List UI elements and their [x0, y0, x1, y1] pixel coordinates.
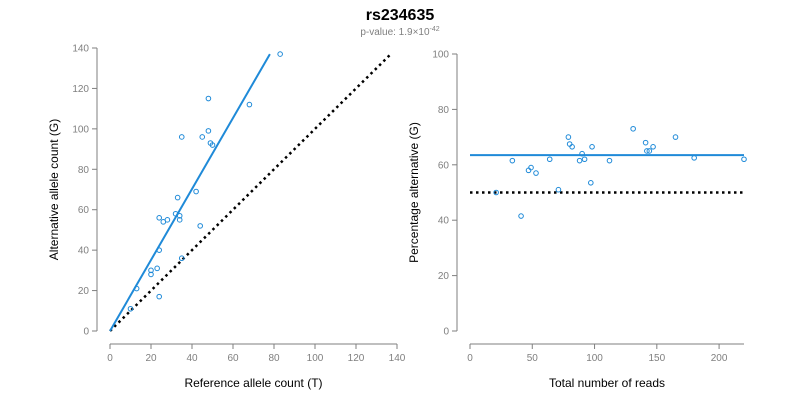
- left-data-point: [205, 95, 212, 102]
- left-y-tick-label: 100: [72, 124, 89, 135]
- right-x-tick-label: 100: [586, 353, 603, 364]
- right-data-point: [644, 148, 650, 154]
- right-data-point: [493, 189, 499, 196]
- left-fit-line: [109, 53, 271, 332]
- right-y-axis-title: Percentage alternative (G): [407, 122, 421, 263]
- left-x-tick-label: 60: [227, 353, 239, 364]
- right-data-point: [581, 156, 588, 163]
- right-data-point: [576, 157, 583, 164]
- left-x-tick-label: 100: [307, 353, 324, 364]
- right-scatter-panel: 0 50 100 150 200 0 20 40 60 80 100 Total number of …: [407, 50, 747, 390]
- right-data-point: [606, 157, 613, 164]
- left-data-point: [209, 142, 216, 148]
- left-y-axis-title: Alternative allele count (G): [47, 119, 61, 260]
- right-data-point: [650, 143, 656, 150]
- chart-subtitle: p-value: 1.9×10-42: [360, 26, 439, 38]
- right-data-point: [588, 180, 594, 186]
- left-data-point: [178, 255, 185, 262]
- left-data-point: [197, 223, 203, 229]
- left-y-tick-label: 0: [83, 327, 89, 338]
- left-y-tick-label: 60: [78, 205, 90, 216]
- left-x-tick-label: 20: [145, 353, 157, 364]
- right-data-point: [546, 156, 553, 163]
- left-data-point: [133, 285, 140, 292]
- left-data-point: [176, 217, 183, 223]
- left-data-point: [178, 134, 185, 140]
- right-data-point: [509, 157, 516, 164]
- right-data-point: [741, 156, 747, 163]
- right-y-tick-label: 40: [438, 216, 450, 227]
- left-data-point: [174, 194, 181, 201]
- right-data-point: [672, 134, 679, 140]
- right-x-tick-label: 50: [527, 353, 539, 364]
- left-data-point: [156, 215, 162, 221]
- right-y-tick-label: 20: [438, 271, 450, 282]
- right-data-point: [518, 213, 524, 219]
- right-y-tick-label: 60: [438, 160, 450, 171]
- left-x-axis-title: Reference allele count (T): [184, 376, 322, 390]
- right-data-point: [642, 139, 649, 146]
- right-y-tick-label: 80: [438, 105, 450, 116]
- left-data-point: [246, 101, 253, 108]
- right-y-tick-label: 0: [443, 327, 449, 338]
- left-data-point: [148, 267, 154, 274]
- left-data-point: [199, 134, 206, 140]
- left-data-point: [277, 51, 283, 57]
- left-data-point: [156, 293, 162, 300]
- left-data-point: [205, 128, 212, 134]
- left-x-tick-label: 140: [389, 353, 406, 364]
- right-data-point: [691, 155, 697, 161]
- left-data-point: [154, 265, 160, 272]
- left-x-tick-label: 80: [268, 353, 280, 364]
- subtitle-exponent: -42: [430, 26, 440, 33]
- left-data-point: [156, 247, 162, 253]
- left-data-point: [127, 305, 134, 312]
- left-x-tick-label: 40: [186, 353, 198, 364]
- right-x-tick-label: 150: [648, 353, 665, 364]
- subtitle-prefix: p-value: 1.9×10: [360, 27, 430, 38]
- chart-title: rs234635: [366, 7, 435, 24]
- left-data-point: [176, 212, 183, 219]
- left-scatter-panel: 0 20 40 60 80 100 120 140 0 20 40 60 80 100 120 140 Refe…: [47, 44, 406, 391]
- right-data-point: [569, 143, 575, 150]
- left-data-point: [148, 271, 154, 278]
- left-y-tick-label: 80: [78, 165, 90, 176]
- right-x-tick-label: 0: [467, 353, 473, 364]
- left-reference-line: [109, 53, 392, 332]
- left-y-tick-label: 20: [78, 286, 90, 297]
- left-y-tick-label: 140: [72, 44, 89, 55]
- right-data-point: [555, 186, 562, 193]
- right-data-point: [646, 148, 653, 154]
- left-y-tick-label: 40: [78, 246, 90, 257]
- right-data-point: [528, 164, 534, 171]
- left-data-point: [193, 188, 199, 195]
- right-data-point: [630, 125, 636, 132]
- left-data-point: [164, 217, 171, 223]
- right-x-axis-title: Total number of reads: [549, 376, 665, 390]
- right-data-point: [565, 134, 572, 140]
- right-data-point: [589, 143, 595, 150]
- right-data-point: [533, 170, 539, 176]
- left-y-tick-label: 120: [72, 84, 89, 95]
- right-y-tick-label: 100: [432, 50, 449, 61]
- right-x-tick-label: 200: [711, 353, 728, 364]
- left-x-tick-label: 120: [348, 353, 365, 364]
- right-data-point: [579, 150, 585, 157]
- left-x-tick-label: 0: [107, 353, 113, 364]
